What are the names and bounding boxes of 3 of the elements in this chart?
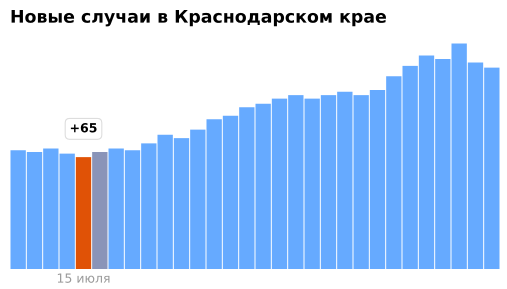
- chart-title: Новые случаи в Краснодарском крае: [12, 10, 386, 26]
- data-label: +65: [70, 123, 97, 132]
- x-tick-label: 15 июля: [58, 274, 110, 283]
